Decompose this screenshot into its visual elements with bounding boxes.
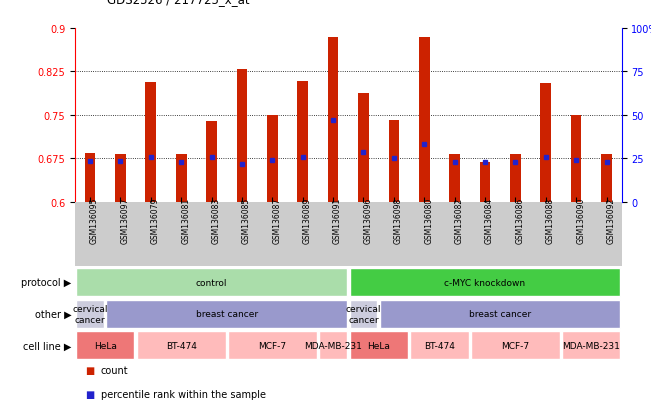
Bar: [540, 84, 551, 202]
Text: c-MYC knockdown: c-MYC knockdown: [445, 278, 525, 287]
FancyBboxPatch shape: [76, 332, 134, 359]
Bar: [510, 155, 521, 202]
Text: breast cancer: breast cancer: [469, 310, 531, 318]
Bar: [176, 155, 187, 202]
Bar: [146, 83, 156, 202]
Text: cervical
cancer: cervical cancer: [346, 304, 381, 324]
Bar: [389, 120, 399, 202]
FancyBboxPatch shape: [76, 269, 347, 297]
Text: protocol ▶: protocol ▶: [21, 278, 72, 288]
Bar: [328, 38, 339, 202]
Text: HeLa: HeLa: [367, 341, 390, 350]
Bar: [267, 116, 277, 202]
Text: MCF-7: MCF-7: [258, 341, 286, 350]
Bar: [206, 121, 217, 202]
FancyBboxPatch shape: [350, 300, 378, 328]
Text: cervical
cancer: cervical cancer: [72, 304, 108, 324]
Bar: [85, 154, 95, 202]
Bar: [298, 82, 308, 202]
Bar: [237, 69, 247, 202]
Bar: [602, 155, 612, 202]
Text: HeLa: HeLa: [94, 341, 117, 350]
FancyBboxPatch shape: [76, 300, 104, 328]
Text: cell line ▶: cell line ▶: [23, 340, 72, 351]
Bar: [571, 116, 581, 202]
FancyBboxPatch shape: [319, 332, 347, 359]
Text: other ▶: other ▶: [35, 309, 72, 319]
Text: BT-474: BT-474: [166, 341, 197, 350]
Text: control: control: [196, 278, 227, 287]
FancyBboxPatch shape: [471, 332, 560, 359]
Text: MCF-7: MCF-7: [501, 341, 529, 350]
FancyBboxPatch shape: [350, 269, 620, 297]
Text: GDS2526 / 217725_x_at: GDS2526 / 217725_x_at: [107, 0, 250, 6]
Text: ■: ■: [85, 389, 94, 399]
Text: MDA-MB-231: MDA-MB-231: [562, 341, 620, 350]
FancyBboxPatch shape: [137, 332, 225, 359]
FancyBboxPatch shape: [380, 300, 620, 328]
Bar: [449, 155, 460, 202]
Text: count: count: [101, 365, 128, 375]
Text: breast cancer: breast cancer: [196, 310, 258, 318]
Bar: [480, 163, 490, 202]
FancyBboxPatch shape: [410, 332, 469, 359]
FancyBboxPatch shape: [350, 332, 408, 359]
Text: percentile rank within the sample: percentile rank within the sample: [101, 389, 266, 399]
Bar: [419, 38, 430, 202]
Bar: [115, 155, 126, 202]
FancyBboxPatch shape: [107, 300, 347, 328]
Text: ■: ■: [85, 365, 94, 375]
Text: MDA-MB-231: MDA-MB-231: [304, 341, 362, 350]
FancyBboxPatch shape: [562, 332, 620, 359]
Bar: [358, 94, 368, 202]
Text: BT-474: BT-474: [424, 341, 455, 350]
FancyBboxPatch shape: [228, 332, 316, 359]
